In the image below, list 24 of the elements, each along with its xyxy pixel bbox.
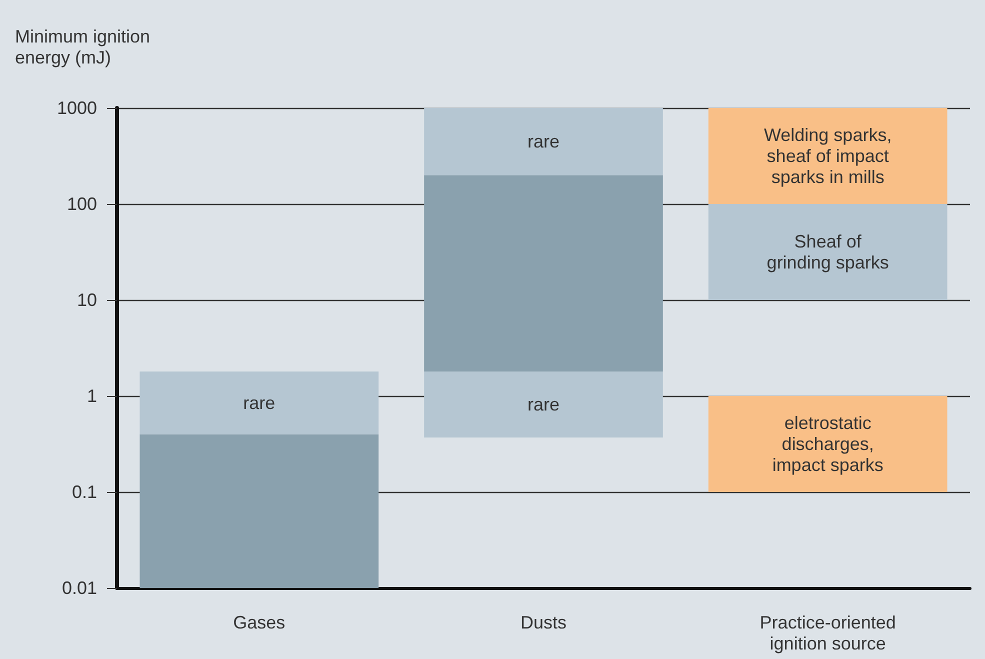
data-label: rare <box>527 132 560 152</box>
bar <box>424 108 663 176</box>
y-tick-label: 1 <box>86 386 97 406</box>
bar <box>708 204 948 300</box>
data-label: Sheaf of grinding sparks <box>766 232 889 272</box>
bar <box>424 175 663 372</box>
y-tick-label: 100 <box>66 194 97 214</box>
x-tick-label: Practice-oriented ignition source <box>760 612 896 654</box>
bar <box>708 108 948 204</box>
bar <box>424 371 663 438</box>
y-tick-label: 10 <box>76 290 97 310</box>
data-label: rare <box>527 394 560 414</box>
y-tick-label: 0.1 <box>72 482 97 502</box>
y-axis-title: Minimum ignition energy (mJ) <box>15 26 150 68</box>
x-tick-label: Dusts <box>520 612 567 632</box>
y-tick-label: 1000 <box>56 98 97 118</box>
data-label: rare <box>243 392 276 413</box>
x-tick-label: Gases <box>233 612 286 632</box>
bar <box>140 434 379 588</box>
data-label: eletrostatic discharges, impact sparks <box>772 413 884 475</box>
bar <box>140 371 379 434</box>
bar <box>708 396 948 492</box>
data-label: Welding sparks, sheaf of impact sparks in mills <box>764 125 892 187</box>
y-tick-label: 0.01 <box>62 578 97 598</box>
